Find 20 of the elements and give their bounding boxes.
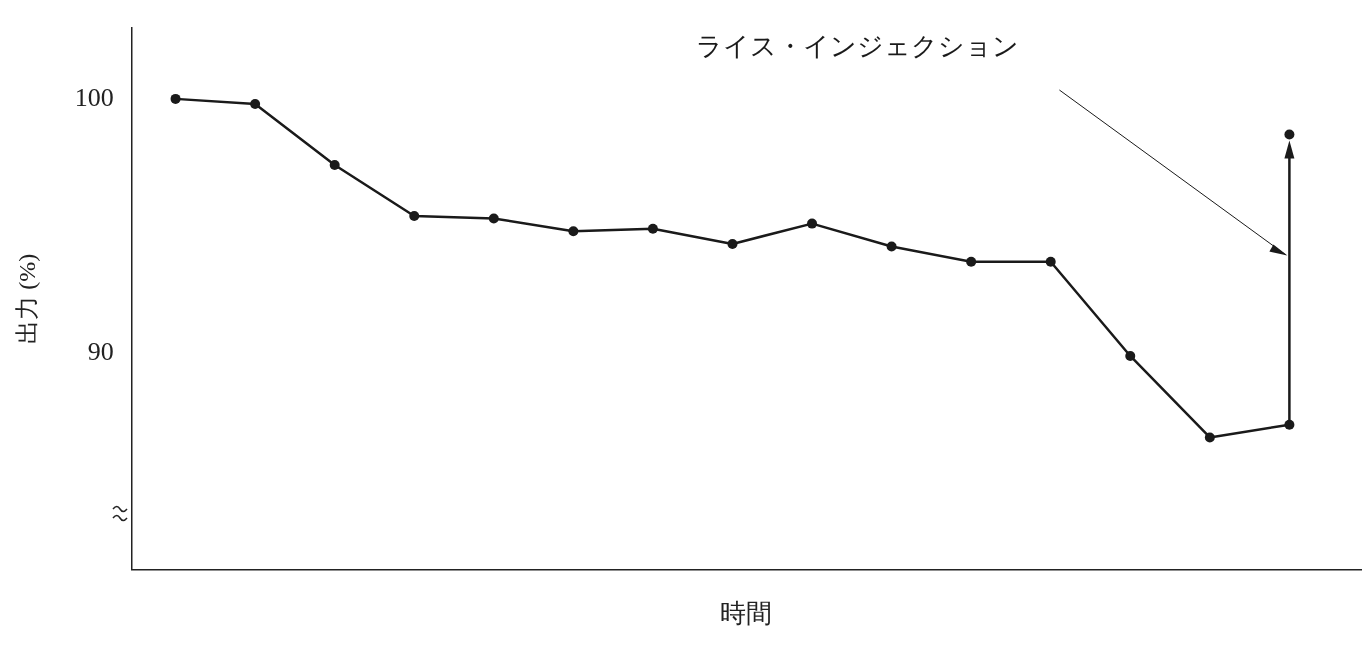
point bbox=[1045, 256, 1056, 267]
point bbox=[250, 98, 261, 109]
point bbox=[647, 223, 658, 234]
point bbox=[807, 218, 818, 229]
point bbox=[966, 256, 977, 267]
point bbox=[886, 241, 897, 252]
point bbox=[329, 160, 340, 171]
point bbox=[727, 238, 738, 249]
point bbox=[1284, 129, 1295, 140]
y-tick-label: 90 bbox=[87, 337, 114, 367]
annotation: ライス・インジェクション bbox=[696, 31, 1020, 61]
point bbox=[1204, 432, 1215, 443]
y-tick-label: 100 bbox=[74, 82, 114, 112]
y-axis-title: 出力 (%) bbox=[13, 253, 40, 344]
point bbox=[568, 226, 579, 237]
point bbox=[170, 93, 181, 104]
point bbox=[1125, 350, 1136, 361]
point bbox=[409, 210, 420, 221]
x-axis-title: 時間 bbox=[720, 599, 773, 629]
point bbox=[488, 213, 499, 224]
